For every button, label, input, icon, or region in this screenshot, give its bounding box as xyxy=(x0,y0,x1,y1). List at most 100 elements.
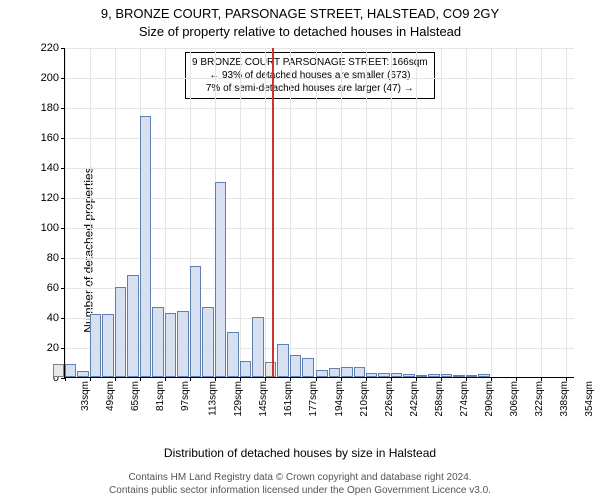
y-tick-label: 220 xyxy=(41,42,59,54)
histogram-bar xyxy=(227,332,238,377)
x-tick-label: 81sqm xyxy=(155,381,166,411)
histogram-bar xyxy=(403,374,414,377)
annotation-box: 9 BRONZE COURT PARSONAGE STREET: 166sqm … xyxy=(185,52,435,99)
x-tick-label: 161sqm xyxy=(282,381,293,417)
x-tick-mark xyxy=(115,377,116,381)
annotation-line1: 9 BRONZE COURT PARSONAGE STREET: 166sqm xyxy=(192,56,428,69)
histogram-bar xyxy=(252,317,263,377)
y-tick-label: 160 xyxy=(41,132,59,144)
footer: Contains HM Land Registry data © Crown c… xyxy=(0,471,600,497)
histogram-bar xyxy=(378,373,389,378)
grid-line-v xyxy=(416,48,417,377)
x-tick-mark xyxy=(491,377,492,381)
x-tick-mark xyxy=(215,377,216,381)
histogram-bar xyxy=(366,373,377,378)
x-tick-mark xyxy=(341,377,342,381)
x-tick-label: 338sqm xyxy=(558,381,569,417)
y-tick-label: 80 xyxy=(47,252,59,264)
y-tick-label: 100 xyxy=(41,222,59,234)
x-tick-mark xyxy=(516,377,517,381)
x-tick-label: 258sqm xyxy=(434,381,445,417)
histogram-bar xyxy=(102,314,113,377)
histogram-bar xyxy=(453,375,464,377)
y-tick-label: 140 xyxy=(41,162,59,174)
annotation-line3: 7% of semi-detached houses are larger (4… xyxy=(192,82,428,95)
grid-line-v xyxy=(466,48,467,377)
x-tick-label: 242sqm xyxy=(409,381,420,417)
histogram-bar xyxy=(316,370,327,378)
histogram-bar xyxy=(115,287,126,377)
histogram-bar xyxy=(277,344,288,377)
x-tick-mark xyxy=(466,377,467,381)
x-tick-mark xyxy=(366,377,367,381)
y-tick-label: 180 xyxy=(41,102,59,114)
x-tick-label: 354sqm xyxy=(583,381,594,417)
x-tick-mark xyxy=(441,377,442,381)
x-tick-mark xyxy=(140,377,141,381)
footer-line2: Contains public sector information licen… xyxy=(0,484,600,497)
grid-line-v xyxy=(441,48,442,377)
histogram-bar xyxy=(466,375,477,377)
y-tick-label: 60 xyxy=(47,282,59,294)
x-tick-mark xyxy=(65,377,66,381)
x-tick-label: 65sqm xyxy=(130,381,141,411)
histogram-bar xyxy=(177,311,188,377)
histogram-bar xyxy=(65,364,76,378)
grid-line-v xyxy=(290,48,291,377)
x-tick-label: 194sqm xyxy=(334,381,345,417)
grid-line-v xyxy=(65,48,66,377)
grid-line-v xyxy=(341,48,342,377)
title-primary: 9, BRONZE COURT, PARSONAGE STREET, HALST… xyxy=(0,6,600,21)
grid-line-v xyxy=(566,48,567,377)
x-tick-mark xyxy=(190,377,191,381)
histogram-bar xyxy=(441,374,452,377)
histogram-bar xyxy=(329,368,340,377)
x-tick-label: 33sqm xyxy=(80,381,91,411)
grid-line-v xyxy=(516,48,517,377)
x-tick-label: 306sqm xyxy=(509,381,520,417)
grid-line-v xyxy=(265,48,266,377)
grid-line-v xyxy=(366,48,367,377)
plot-area: 9 BRONZE COURT PARSONAGE STREET: 166sqm … xyxy=(64,48,574,378)
x-tick-label: 210sqm xyxy=(359,381,370,417)
histogram-bar xyxy=(428,374,439,377)
histogram-bar xyxy=(90,314,101,377)
x-tick-mark xyxy=(265,377,266,381)
reference-line xyxy=(272,48,274,377)
y-tick-label: 40 xyxy=(47,312,59,324)
grid-line-h xyxy=(65,78,574,79)
histogram-bar xyxy=(127,275,138,377)
x-tick-label: 113sqm xyxy=(207,381,218,416)
x-tick-label: 97sqm xyxy=(180,381,191,411)
histogram-bar xyxy=(341,367,352,378)
x-tick-mark xyxy=(290,377,291,381)
histogram-bar xyxy=(152,307,163,378)
histogram-bar xyxy=(354,367,365,378)
grid-line-h xyxy=(65,108,574,109)
histogram-bar xyxy=(240,361,251,378)
grid-line-h xyxy=(65,48,574,49)
x-tick-label: 274sqm xyxy=(459,381,470,417)
histogram-bar xyxy=(190,266,201,377)
x-tick-mark xyxy=(90,377,91,381)
x-tick-mark xyxy=(416,377,417,381)
y-tick-label: 20 xyxy=(47,342,59,354)
title-secondary: Size of property relative to detached ho… xyxy=(0,24,600,39)
grid-line-v xyxy=(541,48,542,377)
x-tick-label: 290sqm xyxy=(484,381,495,417)
histogram-bar xyxy=(391,373,402,378)
histogram-bar xyxy=(165,313,176,378)
histogram-bar xyxy=(290,355,301,378)
y-tick-label: 120 xyxy=(41,192,59,204)
grid-line-v xyxy=(316,48,317,377)
grid-line-v xyxy=(240,48,241,377)
x-tick-mark xyxy=(391,377,392,381)
footer-line1: Contains HM Land Registry data © Crown c… xyxy=(0,471,600,484)
histogram-bar xyxy=(416,375,427,377)
grid-line-v xyxy=(391,48,392,377)
grid-line-v xyxy=(491,48,492,377)
annotation-line2: ← 93% of detached houses are smaller (67… xyxy=(192,69,428,82)
x-tick-mark xyxy=(240,377,241,381)
x-tick-label: 129sqm xyxy=(233,381,244,417)
histogram-bar xyxy=(202,307,213,378)
